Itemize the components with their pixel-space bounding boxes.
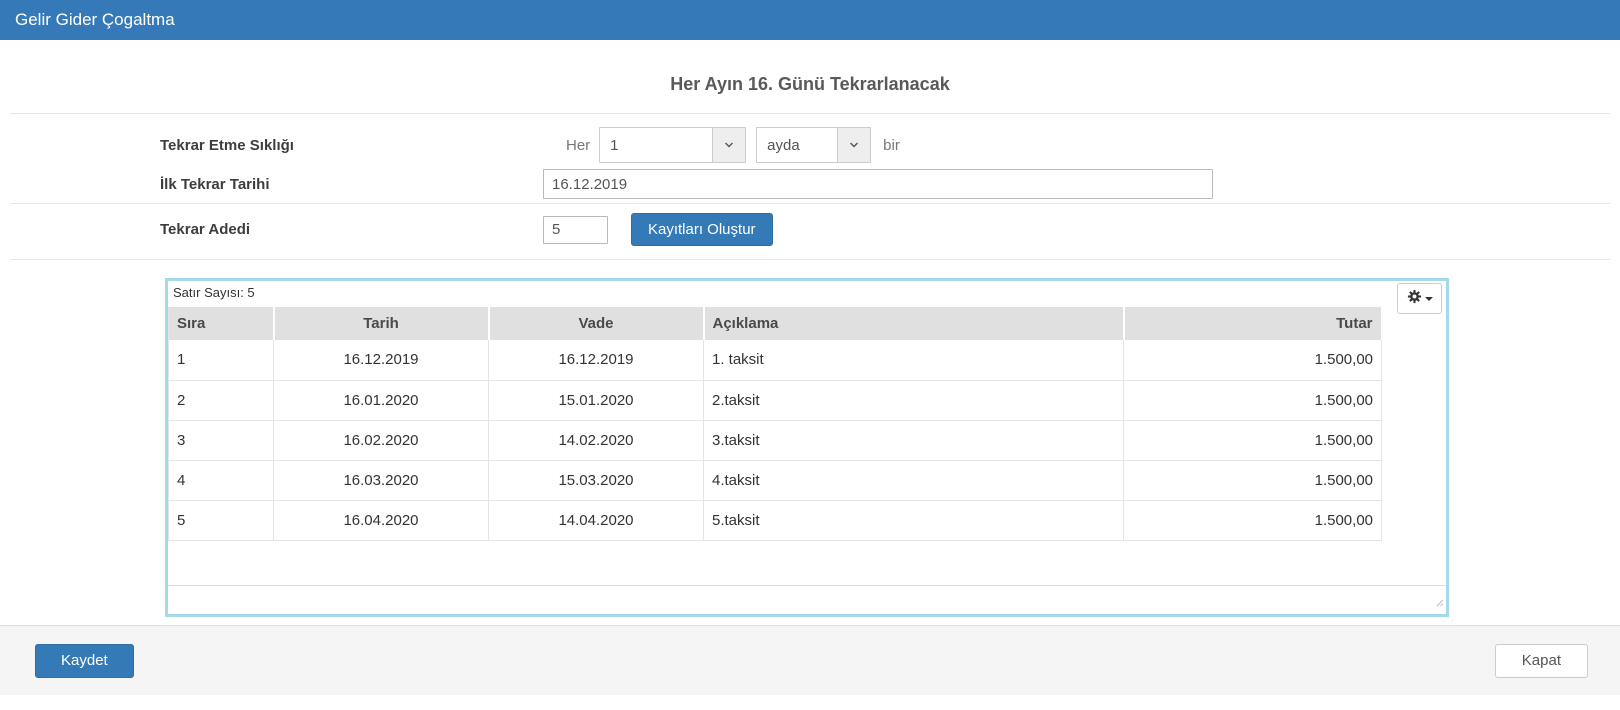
resize-grip-icon[interactable] — [1434, 594, 1444, 612]
frequency-section: Tekrar Etme Sıklığı Her 1 ayda bir İlk T… — [10, 113, 1610, 203]
frequency-controls: Her 1 ayda bir — [543, 127, 900, 163]
frequency-label: Tekrar Etme Sıklığı — [160, 136, 294, 154]
caret-down-icon — [1424, 296, 1433, 301]
create-records-button[interactable]: Kayıtları Oluştur — [631, 213, 773, 246]
column-header[interactable]: Vade — [488, 307, 705, 340]
table-cell: 15.01.2020 — [488, 380, 704, 421]
row-count-status: Satır Sayısı: 5 — [173, 285, 255, 300]
table-body: 1 16.12.2019 16.12.2019 1. taksit 1.500,00 2 1… — [168, 340, 1382, 541]
first-date-label: İlk Tekrar Tarihi — [160, 175, 270, 193]
table-cell: 3 — [168, 420, 274, 461]
first-date-row: İlk Tekrar Tarihi — [10, 169, 1610, 199]
close-button[interactable]: Kapat — [1494, 643, 1588, 678]
table-row[interactable]: 4 16.03.2020 15.03.2020 4.taksit 1.500,00 — [168, 460, 1382, 501]
table-cell: 1.500,00 — [1123, 340, 1382, 381]
table-cell: 15.03.2020 — [488, 460, 704, 501]
table-row[interactable]: 1 16.12.2019 16.12.2019 1. taksit 1.500,00 — [168, 340, 1382, 381]
grid-settings-button[interactable] — [1397, 283, 1442, 314]
gear-icon — [1407, 289, 1422, 309]
repeat-count-input[interactable] — [543, 215, 608, 244]
frequency-suffix: bir — [883, 136, 900, 154]
records-grid-container: Satır Sayısı: 5 Sıra Tarih Vade Açıkla — [165, 278, 1449, 617]
table-cell: 1.500,00 — [1123, 380, 1382, 421]
interval-select[interactable]: 1 — [599, 127, 747, 163]
table-cell: 1.500,00 — [1123, 420, 1382, 461]
table-cell: 5 — [168, 500, 274, 541]
table-cell: 1.500,00 — [1123, 460, 1382, 501]
table-cell: 4.taksit — [703, 460, 1124, 501]
save-button[interactable]: Kaydet — [35, 643, 134, 678]
page-title: Her Ayın 16. Günü Tekrarlanacak — [670, 74, 950, 94]
table-cell: 16.01.2020 — [273, 380, 489, 421]
table-header-row: Sıra Tarih Vade Açıklama Tutar — [168, 307, 1383, 340]
interval-select-value: 1 — [610, 136, 619, 154]
column-header[interactable]: Tutar — [1123, 307, 1383, 340]
repeat-count-label: Tekrar Adedi — [160, 221, 251, 238]
table-cell: 16.12.2019 — [273, 340, 489, 381]
repeat-count-row: Tekrar Adedi Kayıtları Oluştur — [10, 213, 1610, 246]
table-cell: 16.02.2020 — [273, 420, 489, 461]
table-cell: 2 — [168, 380, 274, 421]
column-header[interactable]: Açıklama — [703, 307, 1125, 340]
window-title: Gelir Gider Çogaltma — [15, 10, 175, 29]
frequency-prefix: Her — [566, 136, 591, 154]
grid-section: Satır Sayısı: 5 Sıra Tarih Vade Açıkla — [10, 259, 1610, 617]
table-cell: 14.04.2020 — [488, 500, 704, 541]
dialog-footer: Kaydet Kapat — [0, 625, 1620, 695]
chevron-down-icon — [712, 128, 746, 162]
repeat-count-section: Tekrar Adedi Kayıtları Oluştur — [10, 203, 1610, 259]
chevron-down-icon — [837, 128, 871, 162]
table-cell: 2.taksit — [703, 380, 1124, 421]
table-cell: 1 — [168, 340, 274, 381]
table-row[interactable]: 3 16.02.2020 14.02.2020 3.taksit 1.500,00 — [168, 420, 1382, 461]
table-cell: 16.04.2020 — [273, 500, 489, 541]
table-cell: 16.03.2020 — [273, 460, 489, 501]
column-header[interactable]: Tarih — [273, 307, 490, 340]
column-header[interactable]: Sıra — [168, 307, 275, 340]
table-cell: 16.12.2019 — [488, 340, 704, 381]
frequency-row: Tekrar Etme Sıklığı Her 1 ayda bir — [10, 127, 1610, 163]
table-row[interactable]: 5 16.04.2020 14.04.2020 5.taksit 1.500,00 — [168, 500, 1382, 541]
table-cell: 1. taksit — [703, 340, 1124, 381]
table-cell: 14.02.2020 — [488, 420, 704, 461]
first-date-input[interactable] — [543, 169, 1213, 199]
grid-footer-divider — [168, 584, 1446, 586]
window-titlebar: Gelir Gider Çogaltma — [0, 0, 1620, 40]
table-cell: 1.500,00 — [1123, 500, 1382, 541]
unit-select-value: ayda — [767, 136, 800, 154]
table-cell: 3.taksit — [703, 420, 1124, 461]
table-row[interactable]: 2 16.01.2020 15.01.2020 2.taksit 1.500,00 — [168, 380, 1382, 421]
records-table: Sıra Tarih Vade Açıklama Tutar 1 16.12.2019 16… — [168, 307, 1383, 541]
table-cell: 4 — [168, 460, 274, 501]
table-cell: 5.taksit — [703, 500, 1124, 541]
unit-select[interactable]: ayda — [756, 127, 872, 163]
